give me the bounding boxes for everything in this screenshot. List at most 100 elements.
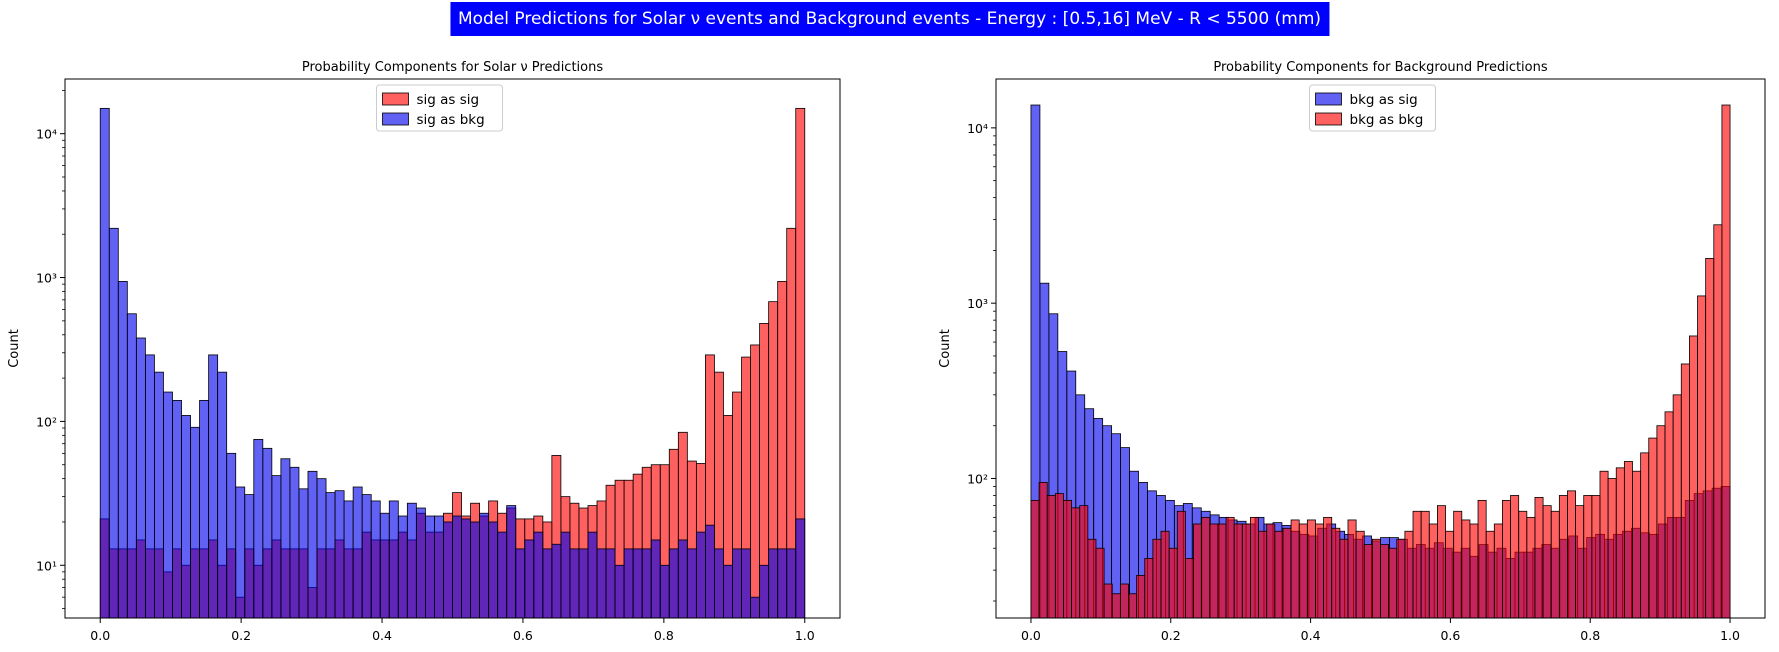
bar-sig-as-bkg-75 — [777, 548, 788, 619]
bar-bkg-as-bkg-56 — [1485, 530, 1495, 619]
bar-sig-as-bkg-22 — [298, 488, 309, 619]
bar-sig-as-bkg-72 — [750, 596, 761, 619]
bar-sig-as-bkg-53 — [578, 548, 589, 619]
bar-sig-as-bkg-6 — [154, 371, 164, 619]
bar-sig-as-bkg-8 — [172, 399, 182, 619]
y-tick-label: 10² — [967, 471, 988, 486]
bar-sig-as-bkg-50 — [551, 543, 562, 619]
bar-sig-as-bkg-29 — [361, 494, 372, 619]
bar-bkg-as-bkg-57 — [1493, 523, 1503, 619]
bar-bkg-as-bkg-46 — [1404, 530, 1414, 619]
bar-bkg-as-bkg-4 — [1063, 499, 1072, 619]
bar-sig-as-bkg-21 — [289, 466, 300, 619]
bar-bkg-as-bkg-74 — [1632, 470, 1642, 619]
y-axis-label: Count — [938, 329, 953, 368]
legend-swatch-blue — [1315, 92, 1342, 106]
bar-sig-as-bkg-33 — [397, 515, 408, 619]
bar-bkg-as-bkg-71 — [1607, 478, 1617, 619]
legend: bkg as sig bkg as bkg — [1309, 84, 1436, 132]
bar-sig-as-bkg-61 — [650, 539, 661, 619]
legend-swatch-blue — [382, 112, 409, 126]
bar-sig-as-bkg-70 — [732, 548, 742, 619]
bar-sig-as-bkg-7 — [163, 391, 173, 619]
bar-bkg-as-bkg-20 — [1193, 523, 1203, 619]
x-tick-label: 0.4 — [1301, 628, 1321, 643]
bar-bkg-as-bkg-80 — [1680, 363, 1690, 619]
bar-bkg-as-bkg-31 — [1282, 527, 1292, 619]
legend: sig as sig sig as bkg — [376, 84, 503, 132]
bar-bkg-as-bkg-69 — [1591, 495, 1601, 619]
bar-sig-as-bkg-59 — [632, 548, 643, 619]
y-tick-label: 10⁴ — [36, 127, 57, 142]
legend-swatch-red — [382, 92, 409, 106]
bar-bkg-as-bkg-53 — [1461, 519, 1471, 619]
y-tick-label: 10¹ — [36, 558, 57, 573]
bar-bkg-as-bkg-76 — [1648, 437, 1658, 619]
axes-title: Probability Components for Background Pr… — [1213, 60, 1548, 75]
bar-bkg-as-bkg-35 — [1315, 523, 1324, 619]
bar-bkg-as-bkg-15 — [1152, 538, 1162, 619]
bar-sig-as-bkg-14 — [226, 452, 237, 619]
bar-bkg-as-bkg-13 — [1136, 574, 1146, 619]
x-tick-label: 0.6 — [1440, 628, 1460, 643]
bar-sig-as-bkg-51 — [560, 531, 571, 619]
bar-sig-as-bkg-20 — [280, 458, 291, 619]
bar-bkg-as-bkg-75 — [1640, 452, 1650, 619]
bar-sig-as-bkg-36 — [425, 515, 435, 619]
bar-bkg-as-bkg-6 — [1079, 505, 1089, 619]
bar-bkg-as-bkg-50 — [1437, 505, 1446, 619]
bar-sig-as-bkg-65 — [686, 548, 697, 619]
bar-bkg-as-bkg-36 — [1323, 516, 1333, 619]
axes-frame — [64, 78, 841, 619]
x-tick-label: 0.8 — [1580, 628, 1600, 643]
bar-bkg-as-bkg-41 — [1363, 544, 1373, 619]
bar-sig-as-bkg-26 — [334, 490, 345, 619]
bar-bkg-as-bkg-47 — [1412, 510, 1422, 619]
bar-sig-as-bkg-25 — [325, 492, 336, 619]
x-tick-label: 0.2 — [231, 628, 251, 643]
bar-sig-as-bkg-15 — [235, 486, 246, 619]
bar-bkg-as-bkg-60 — [1518, 510, 1528, 619]
y-tick-label: 10² — [36, 414, 57, 429]
bar-bkg-as-bkg-14 — [1144, 558, 1154, 619]
bar-bkg-as-bkg-3 — [1054, 493, 1064, 619]
bar-bkg-as-bkg-81 — [1689, 335, 1698, 619]
bar-bkg-as-bkg-2 — [1046, 495, 1056, 619]
bar-sig-as-bkg-27 — [343, 500, 354, 619]
bar-sig-as-bkg-68 — [714, 548, 724, 619]
bar-sig-as-bkg-40 — [461, 518, 471, 619]
bar-bkg-as-bkg-68 — [1583, 495, 1593, 619]
bar-bkg-as-bkg-37 — [1331, 527, 1341, 619]
bar-sig-as-bkg-55 — [596, 548, 607, 619]
bar-sig-as-bkg-28 — [352, 486, 363, 619]
bar-sig-as-bkg-42 — [479, 512, 490, 619]
bar-bkg-as-bkg-5 — [1071, 507, 1081, 619]
bar-bkg-as-bkg-54 — [1469, 523, 1479, 619]
bar-sig-as-bkg-35 — [415, 507, 426, 619]
legend-label: bkg as bkg — [1350, 112, 1424, 128]
bars-group — [1030, 104, 1731, 619]
bar-sig-as-bkg-10 — [190, 426, 200, 619]
bar-bkg-as-bkg-82 — [1697, 295, 1707, 619]
bar-sig-as-bkg-77 — [795, 518, 806, 619]
bar-sig-as-bkg-17 — [253, 438, 264, 619]
bar-sig-as-bkg-13 — [217, 371, 228, 619]
bar-bkg-as-bkg-64 — [1550, 510, 1560, 619]
bar-sig-as-bkg-54 — [587, 531, 598, 619]
bar-bkg-as-bkg-18 — [1176, 510, 1186, 619]
bar-sig-as-sig-72 — [750, 344, 761, 619]
bar-bkg-as-bkg-17 — [1168, 547, 1178, 619]
bar-sig-as-bkg-57 — [614, 564, 625, 619]
bar-bkg-as-bkg-1 — [1038, 481, 1048, 619]
bar-sig-as-bkg-1 — [108, 227, 119, 619]
bar-sig-as-bkg-2 — [117, 281, 128, 619]
bar-bkg-as-bkg-44 — [1388, 547, 1398, 619]
x-tick-label: 0.8 — [654, 628, 674, 643]
bar-bkg-as-bkg-23 — [1217, 523, 1227, 619]
bar-bkg-as-bkg-42 — [1371, 538, 1381, 619]
bar-sig-as-bkg-43 — [488, 521, 499, 619]
bar-sig-as-bkg-67 — [705, 524, 715, 619]
bar-bkg-as-bkg-0 — [1030, 499, 1040, 619]
bar-sig-as-bkg-49 — [542, 548, 553, 619]
x-tick-label: 0.2 — [1161, 628, 1181, 643]
